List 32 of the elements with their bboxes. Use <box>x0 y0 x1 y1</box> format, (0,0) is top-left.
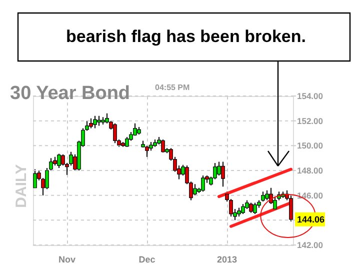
candlestick <box>261 191 265 202</box>
text: bearish flag has been broken. <box>66 27 306 46</box>
candlestick <box>249 202 253 214</box>
candlestick <box>97 115 101 126</box>
candlestick <box>113 122 117 144</box>
chart-title: 30 Year Bond <box>10 83 130 104</box>
candlestick <box>221 161 225 188</box>
candlestick <box>133 122 137 136</box>
candlestick <box>89 118 93 129</box>
x-tick-label: Dec <box>138 254 156 264</box>
text: 144.06 <box>297 214 325 224</box>
candlestick <box>193 184 197 196</box>
candlestick <box>93 115 97 129</box>
candlestick <box>265 190 269 201</box>
candlestick <box>253 202 257 214</box>
y-tick-label: 152.00 <box>297 116 324 126</box>
x-tick-label: 2013 <box>216 254 238 264</box>
y-tick-label: 146.00 <box>297 190 324 200</box>
candlestick <box>57 153 61 169</box>
y-tick-label: 150.00 <box>297 140 324 151</box>
text: 04:55 PM <box>155 83 190 92</box>
y-tick-label: 154.00 <box>297 91 324 101</box>
candlestick <box>289 194 293 222</box>
candlestick <box>33 168 37 188</box>
candlestick <box>241 204 245 214</box>
y-tick-label: 148.00 <box>297 166 324 176</box>
x-tick-label: Nov <box>58 254 76 264</box>
candlestick <box>125 136 129 148</box>
candlestick <box>161 138 165 153</box>
y-tick-label: 142.00 <box>297 240 324 250</box>
candlestick <box>217 161 221 176</box>
candlestick <box>201 174 205 192</box>
